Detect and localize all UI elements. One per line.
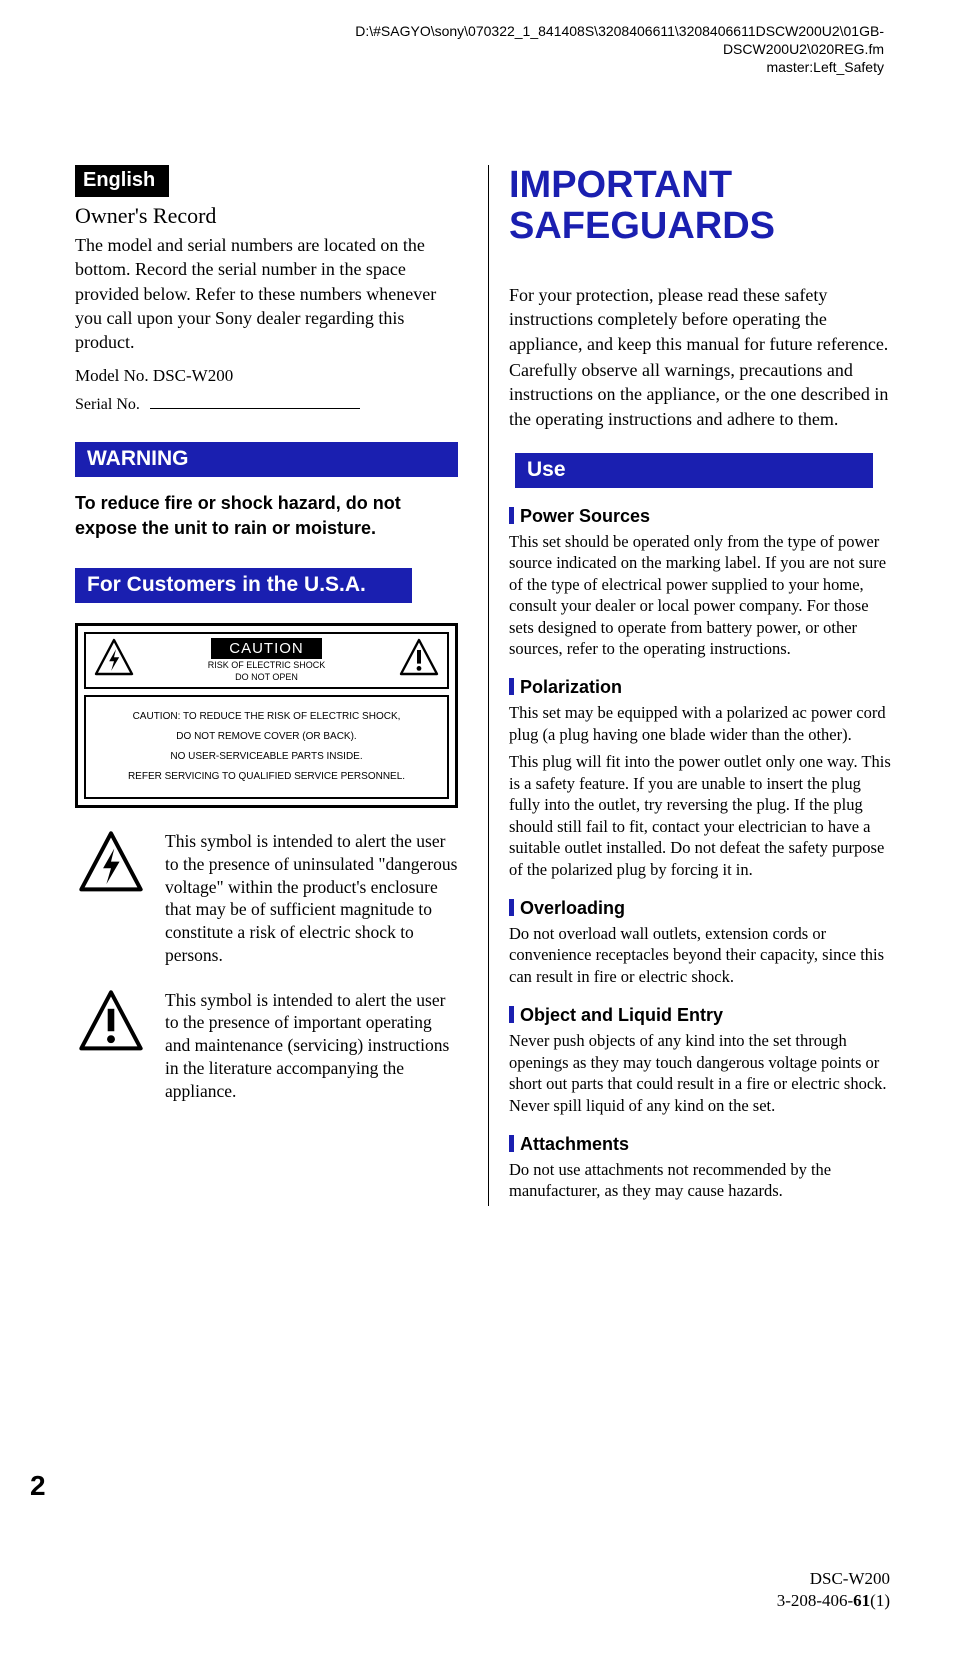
footer-line-2b: 61 bbox=[853, 1591, 870, 1610]
use-band: Use bbox=[509, 453, 873, 488]
body-attachments: Do not use attachments not recommended b… bbox=[509, 1159, 892, 1202]
bolt-triangle-icon bbox=[92, 638, 136, 683]
exclamation-triangle-icon bbox=[397, 638, 441, 683]
caution-label: CAUTION bbox=[211, 638, 322, 659]
footer-id: DSC-W200 3-208-406-61(1) bbox=[777, 1568, 890, 1612]
caution-box-bottom: CAUTION: TO REDUCE THE RISK OF ELECTRIC … bbox=[84, 695, 449, 799]
heading-power-sources: Power Sources bbox=[509, 506, 892, 527]
caution-line-1: DO NOT REMOVE COVER (OR BACK). bbox=[92, 727, 441, 747]
serial-label: Serial No. bbox=[75, 396, 140, 413]
caution-line-0: CAUTION: TO REDUCE THE RISK OF ELECTRIC … bbox=[92, 707, 441, 727]
exclamation-triangle-large-icon bbox=[75, 989, 147, 1060]
caution-sub-2: DO NOT OPEN bbox=[142, 673, 391, 683]
body-object-liquid: Never push objects of any kind into the … bbox=[509, 1030, 892, 1116]
right-column: IMPORTANT SAFEGUARDS For your protection… bbox=[488, 165, 892, 1206]
caution-line-2: NO USER-SERVICEABLE PARTS INSIDE. bbox=[92, 747, 441, 767]
caution-box-top: CAUTION RISK OF ELECTRIC SHOCK DO NOT OP… bbox=[84, 632, 449, 689]
file-path-header: D:\#SAGYO\sony\070322_1_841408S\32084066… bbox=[155, 22, 884, 77]
path-line-2: DSCW200U2\020REG.fm bbox=[723, 41, 884, 57]
caution-sub-1: RISK OF ELECTRIC SHOCK bbox=[142, 661, 391, 671]
page-body: English Owner's Record The model and ser… bbox=[75, 165, 892, 1206]
excl-symbol-row: This symbol is intended to alert the use… bbox=[75, 989, 458, 1103]
footer-line-1: DSC-W200 bbox=[810, 1569, 890, 1588]
caution-line-3: REFER SERVICING TO QUALIFIED SERVICE PER… bbox=[92, 767, 441, 787]
bolt-symbol-row: This symbol is intended to alert the use… bbox=[75, 830, 458, 967]
bolt-triangle-large-icon bbox=[75, 830, 147, 901]
heading-attachments: Attachments bbox=[509, 1134, 892, 1155]
usa-band: For Customers in the U.S.A. bbox=[75, 568, 412, 603]
title-line-1: IMPORTANT bbox=[509, 164, 732, 206]
safeguards-title: IMPORTANT SAFEGUARDS bbox=[509, 165, 892, 247]
warning-text: To reduce fire or shock hazard, do not e… bbox=[75, 491, 458, 540]
heading-object-liquid: Object and Liquid Entry bbox=[509, 1005, 892, 1026]
safeguards-intro-1: For your protection, please read these s… bbox=[509, 283, 892, 356]
serial-number-row: Serial No. bbox=[75, 396, 458, 414]
excl-symbol-text: This symbol is intended to alert the use… bbox=[165, 989, 458, 1103]
language-tag: English bbox=[75, 165, 169, 197]
caution-box: CAUTION RISK OF ELECTRIC SHOCK DO NOT OP… bbox=[75, 623, 458, 808]
page-number: 2 bbox=[30, 1470, 46, 1502]
body-power-sources: This set should be operated only from th… bbox=[509, 531, 892, 660]
title-line-2: SAFEGUARDS bbox=[509, 205, 775, 247]
path-line-1: D:\#SAGYO\sony\070322_1_841408S\32084066… bbox=[355, 23, 884, 39]
caution-label-wrap: CAUTION RISK OF ELECTRIC SHOCK DO NOT OP… bbox=[142, 638, 391, 683]
body-overloading: Do not overload wall outlets, extension … bbox=[509, 923, 892, 987]
warning-band: WARNING bbox=[75, 442, 458, 477]
left-column: English Owner's Record The model and ser… bbox=[75, 165, 458, 1206]
footer-line-2a: 3-208-406- bbox=[777, 1591, 853, 1610]
heading-polarization: Polarization bbox=[509, 677, 892, 698]
footer-line-2c: (1) bbox=[870, 1591, 890, 1610]
body-polarization-1: This set may be equipped with a polarize… bbox=[509, 702, 892, 745]
bolt-symbol-text: This symbol is intended to alert the use… bbox=[165, 830, 458, 967]
serial-blank-line bbox=[150, 408, 360, 409]
body-polarization-2: This plug will fit into the power outlet… bbox=[509, 751, 892, 880]
heading-overloading: Overloading bbox=[509, 898, 892, 919]
safeguards-intro-2: Carefully observe all warnings, precauti… bbox=[509, 358, 892, 431]
path-line-3: master:Left_Safety bbox=[766, 59, 884, 75]
owners-record-body: The model and serial numbers are located… bbox=[75, 233, 458, 354]
model-number: Model No. DSC-W200 bbox=[75, 366, 458, 386]
owners-record-title: Owner's Record bbox=[75, 203, 458, 229]
